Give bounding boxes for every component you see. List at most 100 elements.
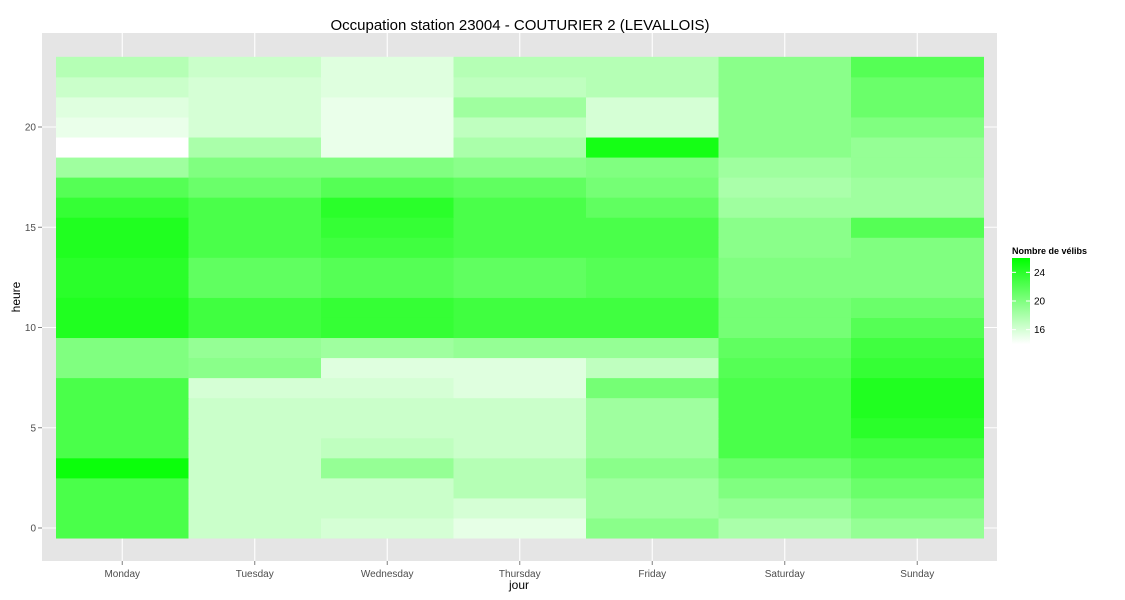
- heatmap-cell: [56, 437, 189, 459]
- heatmap-cell: [56, 417, 189, 439]
- heatmap-cell: [453, 457, 587, 479]
- heatmap-cell: [453, 56, 587, 78]
- heatmap-cell: [851, 277, 984, 298]
- heatmap-cell: [586, 377, 719, 399]
- heatmap-cell: [718, 357, 852, 379]
- heatmap-cell: [56, 377, 189, 399]
- heatmap-cell: [851, 137, 984, 158]
- heatmap-cell: [56, 116, 189, 138]
- heatmap-cell: [586, 297, 719, 318]
- heatmap-cell: [586, 56, 719, 78]
- x-tick-label: Friday: [638, 569, 666, 580]
- heatmap-cell: [453, 237, 587, 258]
- heatmap-cell: [718, 377, 852, 399]
- heatmap-cell: [586, 137, 719, 158]
- heatmap-cell: [453, 397, 587, 419]
- heatmap-cell: [851, 76, 984, 98]
- heatmap-cell: [321, 357, 454, 379]
- heatmap-cell: [586, 477, 719, 499]
- heatmap-cell: [453, 497, 587, 519]
- heatmap-cell: [586, 397, 719, 419]
- heatmap-cell: [56, 197, 189, 218]
- heatmap-cell: [321, 457, 454, 479]
- y-tick-label: 20: [25, 123, 37, 134]
- heatmap-cell: [56, 257, 189, 278]
- heatmap-cell: [851, 257, 984, 278]
- heatmap-cell: [586, 217, 719, 238]
- heatmap-cell: [718, 237, 852, 258]
- heatmap-cell: [718, 217, 852, 238]
- y-tick-label: 5: [30, 423, 36, 434]
- heatmap-cell: [586, 457, 719, 479]
- heatmap-cell: [188, 417, 322, 439]
- heatmap-cell: [453, 217, 587, 238]
- heatmap-cell: [851, 237, 984, 258]
- heatmap-cell: [851, 377, 984, 399]
- heatmap-cell: [188, 76, 322, 98]
- heatmap-cell: [321, 116, 454, 138]
- heatmap-cell: [321, 137, 454, 158]
- heatmap-cell: [56, 497, 189, 519]
- heatmap-cell: [586, 197, 719, 218]
- heatmap-cell: [188, 157, 322, 178]
- heatmap-cell: [188, 497, 322, 519]
- heatmap-cell: [851, 357, 984, 379]
- heatmap-cell: [188, 397, 322, 419]
- x-tick-label: Tuesday: [236, 569, 274, 580]
- heatmap-cell: [586, 257, 719, 278]
- heatmap-cell: [321, 56, 454, 78]
- heatmap-cell: [586, 277, 719, 298]
- heatmap-cell: [56, 56, 189, 78]
- heatmap-cell: [56, 317, 189, 339]
- heatmap-cell: [56, 137, 189, 158]
- heatmap-cell: [188, 297, 322, 318]
- heatmap-cell: [56, 96, 189, 118]
- y-tick-label: 10: [25, 323, 37, 334]
- heatmap-cell: [188, 437, 322, 459]
- heatmap-cell: [321, 337, 454, 359]
- legend-title: Nombre de vélibs: [1012, 246, 1087, 256]
- heatmap-cell: [718, 437, 852, 459]
- x-tick-label: Sunday: [900, 569, 934, 580]
- heatmap-cell: [718, 277, 852, 298]
- heatmap-cell: [321, 257, 454, 278]
- legend-tick-label: 24: [1034, 268, 1046, 279]
- heatmap-cell: [56, 517, 189, 539]
- heatmap-cell: [453, 137, 587, 158]
- heatmap-cell: [453, 116, 587, 138]
- heatmap-cell: [453, 297, 587, 318]
- heatmap-cell: [453, 377, 587, 399]
- heatmap-cell: [321, 237, 454, 258]
- heatmap-cell: [586, 517, 719, 539]
- heatmap-cell: [56, 357, 189, 379]
- heatmap-cell: [851, 96, 984, 118]
- heatmap-cell: [453, 177, 587, 198]
- heatmap-cell: [718, 417, 852, 439]
- heatmap-cell: [718, 477, 852, 499]
- heatmap-cell: [188, 277, 322, 298]
- x-tick-label: Saturday: [765, 569, 805, 580]
- heatmap-cell: [453, 317, 587, 339]
- heatmap-cell: [586, 76, 719, 98]
- x-axis-title: jour: [508, 578, 529, 592]
- x-tick-label: Monday: [104, 569, 140, 580]
- heatmap-cell: [321, 277, 454, 298]
- heatmap-cell: [851, 317, 984, 339]
- heatmap-cell: [851, 217, 984, 238]
- heatmap-cell: [453, 76, 587, 98]
- heatmap-cell: [56, 277, 189, 298]
- heatmap-cell: [851, 177, 984, 198]
- x-tick-label: Thursday: [499, 569, 541, 580]
- heatmap-cell: [718, 337, 852, 359]
- heatmap-cell: [718, 197, 852, 218]
- heatmap-cell: [851, 417, 984, 439]
- heatmap-cell: [718, 96, 852, 118]
- heatmap-cell: [321, 417, 454, 439]
- heatmap-cell: [453, 197, 587, 218]
- heatmap-cell: [851, 457, 984, 479]
- y-tick-label: 0: [30, 524, 36, 535]
- heatmap-cell: [56, 217, 189, 238]
- heatmap-cell: [188, 197, 322, 218]
- heatmap-cell: [453, 357, 587, 379]
